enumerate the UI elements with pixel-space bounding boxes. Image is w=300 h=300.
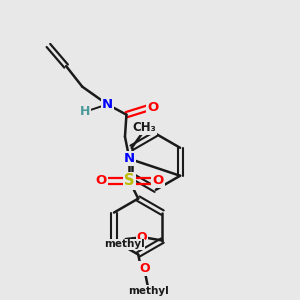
- Text: S: S: [124, 173, 135, 188]
- Text: N: N: [124, 152, 135, 165]
- Text: O: O: [140, 262, 150, 275]
- Text: N: N: [102, 98, 113, 111]
- Text: H: H: [80, 105, 90, 118]
- Text: O: O: [152, 174, 164, 188]
- Text: CH₃: CH₃: [132, 121, 156, 134]
- Text: O: O: [95, 174, 106, 188]
- Text: methyl: methyl: [128, 286, 169, 296]
- Text: O: O: [147, 101, 159, 114]
- Text: methyl: methyl: [104, 239, 145, 249]
- Text: O: O: [136, 231, 147, 244]
